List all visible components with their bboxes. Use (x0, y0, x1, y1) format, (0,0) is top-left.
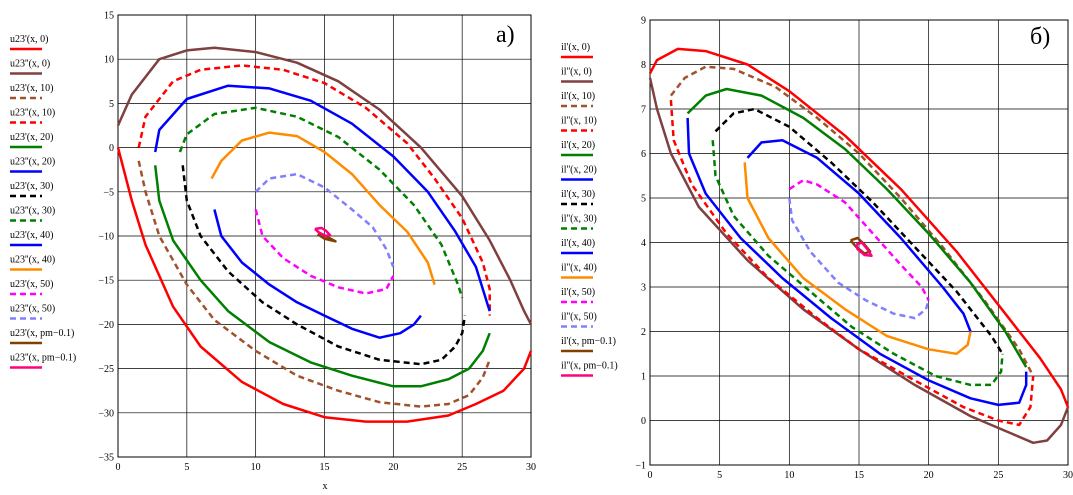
legend-label: il'(x, 10) (561, 91, 595, 102)
series-line-10 (210, 131, 436, 285)
series-line-9 (746, 138, 972, 332)
series-line-11 (254, 209, 395, 295)
legend-label: il''(x, 0) (561, 67, 592, 78)
legend-label: il''(x, 20) (561, 165, 597, 176)
series-line-11 (788, 178, 930, 301)
y-tick-label: −15 (98, 276, 114, 287)
y-tick-label: 0 (109, 143, 114, 154)
y-tick-label: −20 (98, 320, 114, 331)
legend-label: il''(x, 50) (561, 312, 597, 323)
legend-label: il'(x, 20) (561, 140, 595, 151)
legend-label: u23''(x, 10) (10, 108, 55, 119)
series-line-12 (788, 197, 930, 320)
legend-label: il''(x, 40) (561, 263, 597, 274)
x-tick-label: 30 (1063, 470, 1073, 481)
y-tick-label: 5 (109, 99, 114, 110)
y-tick-label: 0 (641, 416, 646, 427)
x-tick-label: 25 (993, 470, 1003, 481)
series-line-8 (178, 106, 464, 299)
legend-label: u23''(x, 40) (10, 255, 55, 266)
x-tick-label: 0 (648, 470, 653, 481)
legend: il'(x, 0) il''(x, 0) il'(x, 10) il''(x, 10)… (561, 42, 618, 377)
y-tick-label: 2 (641, 327, 646, 338)
x-tick-label: 20 (924, 470, 934, 481)
chart-panel-1: 0 5 10 15 20 25 30 15 10 5 0 −5 −10 −15 −20 −25 −30 −35 u2… (10, 11, 536, 492)
legend-label: il''(x, pm−0.1) (561, 361, 618, 372)
series-line-6 (686, 117, 1028, 407)
series-line-6 (153, 84, 491, 312)
y-tick-label: 10 (104, 55, 114, 66)
legend: u23'(x, 0) u23''(x, 0) u23'(x, 10) u23''(x,… (10, 34, 76, 369)
legend-label: il'(x, pm−0.1) (561, 336, 616, 347)
series-line-1 (116, 147, 533, 423)
y-tick-label: 15 (104, 11, 114, 22)
x-tick-label: 5 (184, 462, 189, 473)
series-line-4 (137, 64, 491, 316)
x-tick-label: 15 (320, 462, 330, 473)
x-tick-label: 25 (457, 462, 467, 473)
series-line-14 (855, 241, 873, 258)
legend-label: u23''(x, 0) (10, 59, 50, 70)
plot-frame (649, 19, 1069, 466)
series-line-5 (686, 87, 1028, 368)
series-line-5 (153, 165, 491, 388)
series-line-3 (669, 65, 1035, 377)
legend-label: u23''(x, pm−0.1) (10, 353, 76, 364)
series-line-2 (648, 77, 1070, 445)
legend-label: u23'(x, 0) (10, 34, 48, 45)
y-tick-label: 1 (641, 372, 646, 383)
legend-label: il'(x, 40) (561, 238, 595, 249)
series-line-7 (181, 165, 467, 366)
legend-label: il'(x, 0) (561, 42, 590, 53)
x-tick-label: 15 (854, 470, 864, 481)
legend-label: u23'(x, 10) (10, 83, 53, 94)
y-tick-label: −30 (98, 408, 114, 419)
y-tick-label: −5 (103, 187, 114, 198)
y-tick-label: 8 (641, 60, 646, 71)
legend-label: u23''(x, 20) (10, 157, 55, 168)
series-line-3 (137, 160, 491, 408)
panel-label: а) (496, 22, 515, 48)
x-axis-label: x (323, 481, 328, 492)
series-line-4 (669, 100, 1035, 427)
series-line-9 (213, 209, 422, 339)
legend-label: u23''(x, 50) (10, 304, 55, 315)
y-tick-label: −10 (98, 232, 114, 243)
x-tick-label: 30 (526, 462, 536, 473)
panel-label: б) (1030, 24, 1050, 50)
plot-frame (117, 14, 532, 458)
series-line-10 (743, 162, 972, 356)
legend-label: u23'(x, 40) (10, 230, 53, 241)
y-tick-label: −35 (98, 453, 114, 464)
x-tick-label: 5 (717, 470, 722, 481)
x-tick-label: 0 (116, 462, 121, 473)
legend-label: u23'(x, pm−0.1) (10, 328, 74, 339)
legend-label: u23'(x, 50) (10, 279, 53, 290)
x-tick-label: 10 (251, 462, 261, 473)
legend-label: u23''(x, 30) (10, 206, 55, 217)
legend-label: il'(x, 30) (561, 189, 595, 200)
y-tick-label: 5 (641, 194, 646, 205)
legend-label: il''(x, 30) (561, 214, 597, 225)
y-tick-label: 4 (641, 238, 646, 249)
y-tick-label: 3 (641, 283, 646, 294)
series-line-14 (314, 226, 332, 238)
series-line-8 (711, 140, 1004, 387)
y-tick-label: −1 (635, 461, 646, 472)
legend-label: u23'(x, 20) (10, 132, 53, 143)
y-tick-label: −25 (98, 364, 114, 375)
series-line-2 (116, 46, 533, 325)
legend-label: u23'(x, 30) (10, 181, 53, 192)
y-tick-label: 6 (641, 149, 646, 160)
series-line-12 (254, 172, 395, 268)
x-tick-label: 20 (388, 462, 398, 473)
series-line-1 (648, 47, 1070, 408)
y-tick-label: 9 (641, 16, 646, 27)
legend-label: il'(x, 50) (561, 287, 595, 298)
y-tick-label: 7 (641, 105, 646, 116)
legend-label: il''(x, 10) (561, 116, 597, 127)
x-tick-label: 10 (784, 470, 794, 481)
